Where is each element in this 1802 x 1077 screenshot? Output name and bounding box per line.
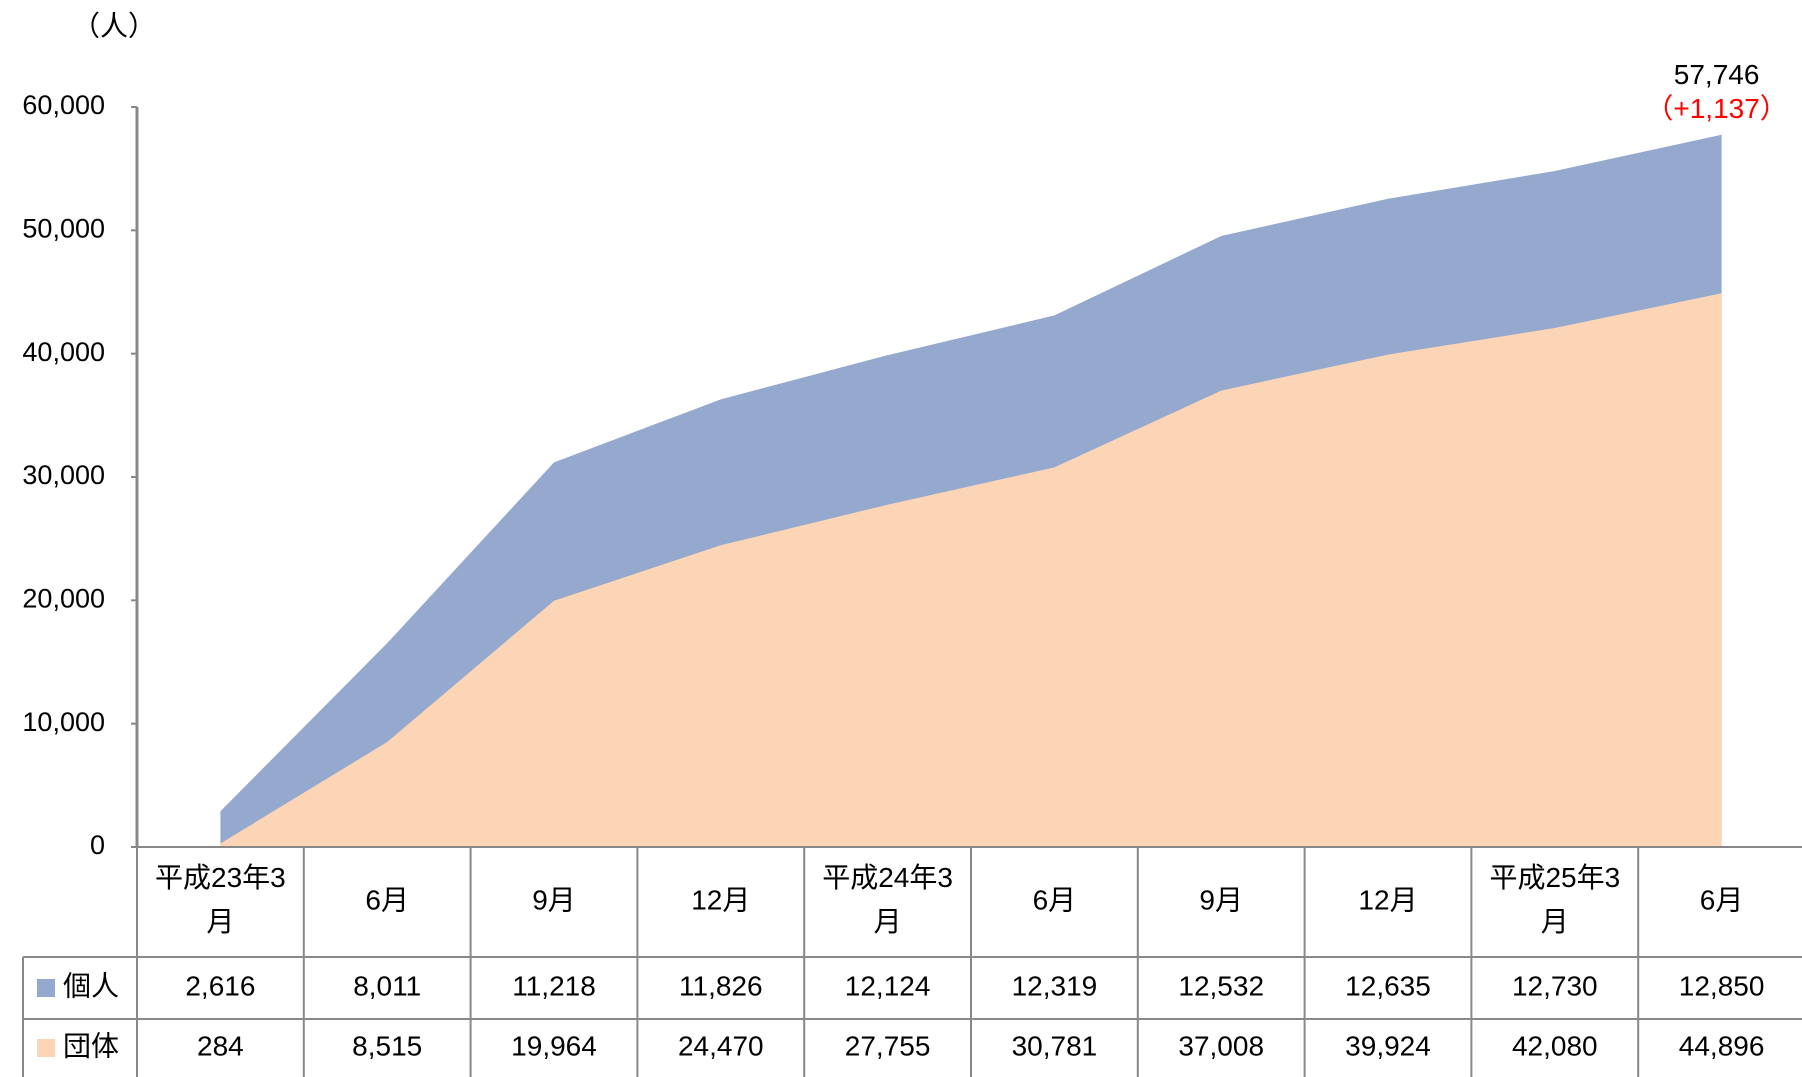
category-line: 平成24年3 — [822, 862, 953, 893]
y-tick-label: 0 — [90, 830, 105, 860]
y-tick-label: 60,000 — [22, 90, 105, 120]
table-value: 19,964 — [511, 1030, 597, 1061]
category-label: 平成24年3 月 — [822, 862, 953, 937]
table-value: 12,319 — [1012, 970, 1098, 1001]
category-label: 9月 — [1199, 884, 1243, 915]
category-line: 平成25年3 — [1489, 862, 1620, 893]
legend-label: 団体 — [63, 1030, 119, 1061]
table-value: 12,730 — [1512, 970, 1598, 1001]
table-value: 37,008 — [1178, 1030, 1264, 1061]
legend-swatch — [37, 1039, 55, 1057]
y-tick-label: 20,000 — [22, 583, 105, 613]
table-value: 39,924 — [1345, 1030, 1431, 1061]
unit-label: （人） — [72, 10, 156, 41]
category-label: 平成25年3 月 — [1489, 862, 1620, 937]
annotation-change: （+1,137） — [1645, 93, 1787, 124]
y-tick-label: 10,000 — [22, 707, 105, 737]
table-value: 24,470 — [678, 1030, 764, 1061]
table-value: 8,515 — [352, 1030, 422, 1061]
category-label: 6月 — [1700, 884, 1744, 915]
category-label: 6月 — [1033, 884, 1077, 915]
table-value: 12,532 — [1178, 970, 1264, 1001]
category-label: 9月 — [532, 884, 576, 915]
y-tick-label: 30,000 — [22, 460, 105, 490]
table-value: 44,896 — [1679, 1030, 1765, 1061]
annotation-total: 57,746 — [1674, 59, 1760, 90]
category-label: 6月 — [365, 884, 409, 915]
category-line: 月 — [206, 906, 234, 937]
table-value: 8,011 — [353, 970, 421, 1001]
category-label: 平成23年3 月 — [155, 862, 286, 937]
table-value: 12,635 — [1345, 970, 1431, 1001]
legend-label: 個人 — [63, 970, 119, 1001]
table-value: 2,616 — [185, 970, 255, 1001]
table-value: 11,826 — [679, 970, 763, 1001]
category-line: 月 — [1541, 906, 1569, 937]
y-tick-label: 40,000 — [22, 337, 105, 367]
table-value: 27,755 — [845, 1030, 931, 1061]
table-value: 11,218 — [512, 970, 596, 1001]
table-value: 12,124 — [845, 970, 931, 1001]
legend-swatch — [37, 979, 55, 997]
table-value: 42,080 — [1512, 1030, 1598, 1061]
category-line: 平成23年3 — [155, 862, 286, 893]
category-label: 12月 — [691, 884, 750, 915]
table-value: 12,850 — [1679, 970, 1765, 1001]
table-value: 30,781 — [1012, 1030, 1098, 1061]
category-line: 月 — [874, 906, 902, 937]
table-value: 284 — [197, 1030, 244, 1061]
y-tick-label: 50,000 — [22, 213, 105, 243]
area — [220, 293, 1722, 847]
category-label: 12月 — [1358, 884, 1417, 915]
